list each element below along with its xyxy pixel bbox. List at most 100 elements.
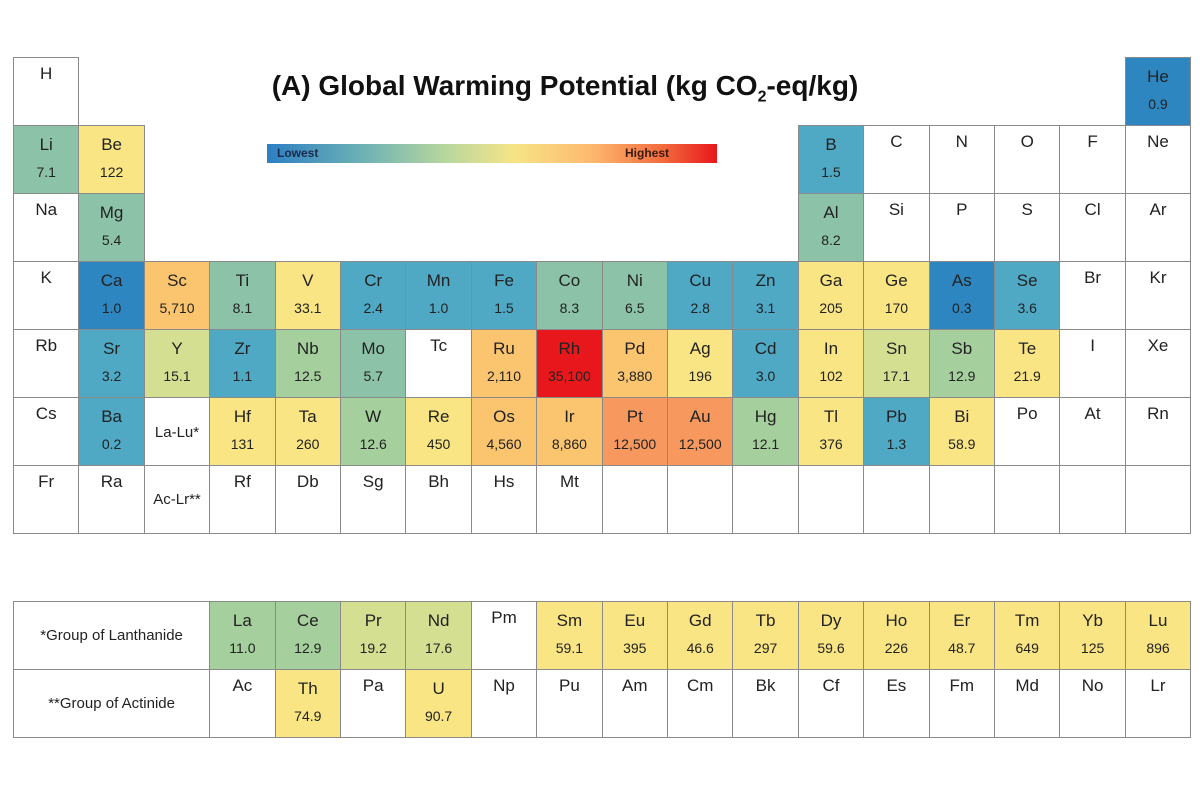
element-symbol: Ge xyxy=(885,271,908,290)
element-symbol: La xyxy=(232,611,252,630)
element-symbol: Fm xyxy=(949,676,975,695)
element-symbol: Rn xyxy=(1147,404,1169,423)
gwp-value: 196 xyxy=(688,368,712,384)
element-cell-al: Al 8.2 xyxy=(797,193,865,262)
element-cell-zn: Zn 3.1 xyxy=(732,261,799,330)
element-cell-rb: Rb xyxy=(13,329,80,398)
element-symbol: Hf xyxy=(233,407,251,426)
element-symbol: I xyxy=(1090,336,1095,355)
element-cell-rf: Rf xyxy=(209,465,276,534)
gwp-value: 17.1 xyxy=(882,368,910,384)
element-symbol: Ar xyxy=(1149,200,1167,219)
element-cell-lu: Lu 896 xyxy=(1124,601,1192,670)
gwp-value: 12.1 xyxy=(751,436,780,452)
element-symbol: Er xyxy=(953,611,971,630)
element-symbol: He xyxy=(1147,67,1169,86)
element-cell-nd: Nd 17.6 xyxy=(405,601,472,670)
element-cell-ge: Ge 170 xyxy=(863,261,930,330)
gwp-value: 21.9 xyxy=(1013,368,1041,384)
element-cell-es: Es xyxy=(863,669,930,738)
element-cell-u: U 90.7 xyxy=(405,669,472,738)
element-symbol: Lu xyxy=(1148,611,1168,630)
element-symbol: Co xyxy=(558,271,581,290)
gwp-value: 1.3 xyxy=(886,436,907,452)
element-cell-ir: Ir 8,860 xyxy=(536,397,603,466)
element-cell-cs: Cs xyxy=(13,397,80,466)
gwp-value: 2.8 xyxy=(690,300,710,316)
empty-cell xyxy=(994,465,1061,534)
element-symbol: Li xyxy=(39,135,53,154)
element-symbol: Bk xyxy=(755,676,776,695)
legend-low-label: Lowest xyxy=(277,146,319,160)
element-cell-gd: Gd 46.6 xyxy=(667,601,734,670)
gwp-value: 8.2 xyxy=(821,232,841,248)
element-symbol: Gd xyxy=(688,611,712,630)
empty-cell xyxy=(601,465,668,534)
element-symbol: Mo xyxy=(361,339,385,358)
element-symbol: At xyxy=(1084,404,1101,423)
element-cell-ac: Ac xyxy=(209,669,276,738)
element-symbol: Mg xyxy=(99,203,124,222)
element-cell-cr: Cr 2.4 xyxy=(340,261,407,330)
empty-cell xyxy=(928,465,995,534)
element-cell-pb: Pb 1.3 xyxy=(863,397,930,466)
element-cell-o: O xyxy=(994,125,1061,194)
element-cell-p: P xyxy=(928,193,995,262)
element-cell-br: Br xyxy=(1059,261,1126,330)
element-symbol: Au xyxy=(689,407,711,426)
gwp-value: 17.6 xyxy=(424,640,453,656)
gwp-value: 0.2 xyxy=(101,436,122,452)
element-symbol: B xyxy=(825,135,837,154)
element-cell-ta: Ta 260 xyxy=(274,397,341,466)
element-cell-ru: Ru 2,110 xyxy=(470,329,538,398)
element-symbol: Pu xyxy=(558,676,580,695)
element-cell-in: In 102 xyxy=(797,329,865,398)
element-symbol: Pt xyxy=(626,407,643,426)
element-cell-ti: Ti 8.1 xyxy=(209,261,276,330)
gwp-value: 3,880 xyxy=(617,368,653,384)
gwp-value: 1.5 xyxy=(821,164,841,180)
gwp-value: 1.0 xyxy=(101,300,122,316)
element-cell-rh: Rh 35,100 xyxy=(536,329,603,398)
element-symbol: Ce xyxy=(296,611,319,630)
element-cell-sc: Sc 5,710 xyxy=(143,261,211,330)
element-cell-hg: Hg 12.1 xyxy=(732,397,799,466)
element-cell-os: Os 4,560 xyxy=(470,397,538,466)
element-symbol: Pd xyxy=(624,339,646,358)
element-symbol: Rb xyxy=(35,336,58,355)
element-symbol: Tm xyxy=(1014,611,1040,630)
gwp-value: 0.9 xyxy=(1148,96,1168,112)
element-symbol: Cm xyxy=(686,676,714,695)
element-symbol: In xyxy=(823,339,839,358)
element-symbol: Cr xyxy=(364,271,383,290)
gwp-value: 2.4 xyxy=(363,300,383,316)
element-symbol: Sg xyxy=(362,472,384,491)
element-cell-v: V 33.1 xyxy=(274,261,341,330)
gwp-value: 59.6 xyxy=(817,640,845,656)
element-cell-s: S xyxy=(994,193,1061,262)
element-cell-pm: Pm xyxy=(470,601,538,670)
element-symbol: Tb xyxy=(755,611,776,630)
gwp-value: 4,560 xyxy=(486,436,522,452)
gwp-value: 90.7 xyxy=(424,708,453,724)
element-cell-bk: Bk xyxy=(732,669,799,738)
element-cell-tc: Tc xyxy=(405,329,472,398)
element-cell-pu: Pu xyxy=(536,669,603,738)
element-symbol: Nd xyxy=(427,611,450,630)
element-symbol: Ac xyxy=(232,676,253,695)
element-cell-na: Na xyxy=(13,193,80,262)
gwp-value: 260 xyxy=(296,436,320,452)
empty-cell xyxy=(863,465,930,534)
element-cell-mt: Mt xyxy=(536,465,603,534)
element-symbol: F xyxy=(1087,132,1098,151)
element-symbol: Hs xyxy=(493,472,515,491)
element-cell-fm: Fm xyxy=(928,669,995,738)
gwp-value: 3.6 xyxy=(1017,300,1037,316)
element-cell-pr: Pr 19.2 xyxy=(340,601,407,670)
element-cell-w: W 12.6 xyxy=(340,397,407,466)
element-cell-ga: Ga 205 xyxy=(797,261,865,330)
element-symbol: Cs xyxy=(35,404,57,423)
element-cell-mo: Mo 5.7 xyxy=(340,329,407,398)
element-cell-h: H xyxy=(13,57,80,126)
